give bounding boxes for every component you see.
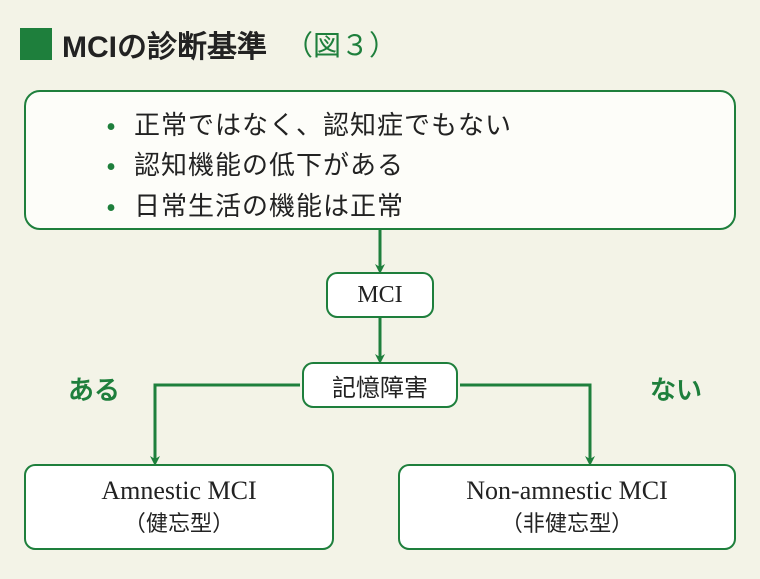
- title-figure-label: （図３）: [285, 24, 397, 64]
- edge-label-no: ない: [650, 370, 702, 407]
- criteria-item: 正常ではなく、認知症でもない: [106, 106, 714, 146]
- criteria-item: 日常生活の機能は正常: [106, 187, 714, 227]
- criteria-list: 正常ではなく、認知症でもない 認知機能の低下がある 日常生活の機能は正常: [106, 106, 714, 227]
- node-label-wrap: Amnestic MCI （健忘型）: [101, 476, 256, 538]
- node-label: Amnestic MCI: [101, 476, 256, 505]
- node-memory-impairment: 記憶障害: [302, 362, 458, 408]
- node-sublabel: （健忘型）: [101, 506, 256, 538]
- node-label-wrap: Non-amnestic MCI （非健忘型）: [466, 476, 667, 538]
- edge-label-yes: ある: [68, 370, 120, 407]
- diagram-canvas: MCIの診断基準 （図３） 正常ではなく、認知症でもない 認知機能の低下がある …: [0, 0, 760, 579]
- title-row: MCIの診断基準 （図３）: [20, 22, 397, 66]
- title-square-icon: [20, 28, 52, 60]
- criteria-item: 認知機能の低下がある: [106, 146, 714, 186]
- node-non-amnestic-mci: Non-amnestic MCI （非健忘型）: [398, 464, 736, 550]
- node-amnestic-mci: Amnestic MCI （健忘型）: [24, 464, 334, 550]
- node-sublabel: （非健忘型）: [466, 506, 667, 538]
- node-label: MCI: [357, 282, 402, 309]
- node-label: Non-amnestic MCI: [466, 476, 667, 505]
- title-main: MCIの診断基準: [62, 22, 267, 66]
- criteria-box: 正常ではなく、認知症でもない 認知機能の低下がある 日常生活の機能は正常: [24, 90, 736, 230]
- node-label: 記憶障害: [332, 368, 428, 403]
- node-mci: MCI: [326, 272, 434, 318]
